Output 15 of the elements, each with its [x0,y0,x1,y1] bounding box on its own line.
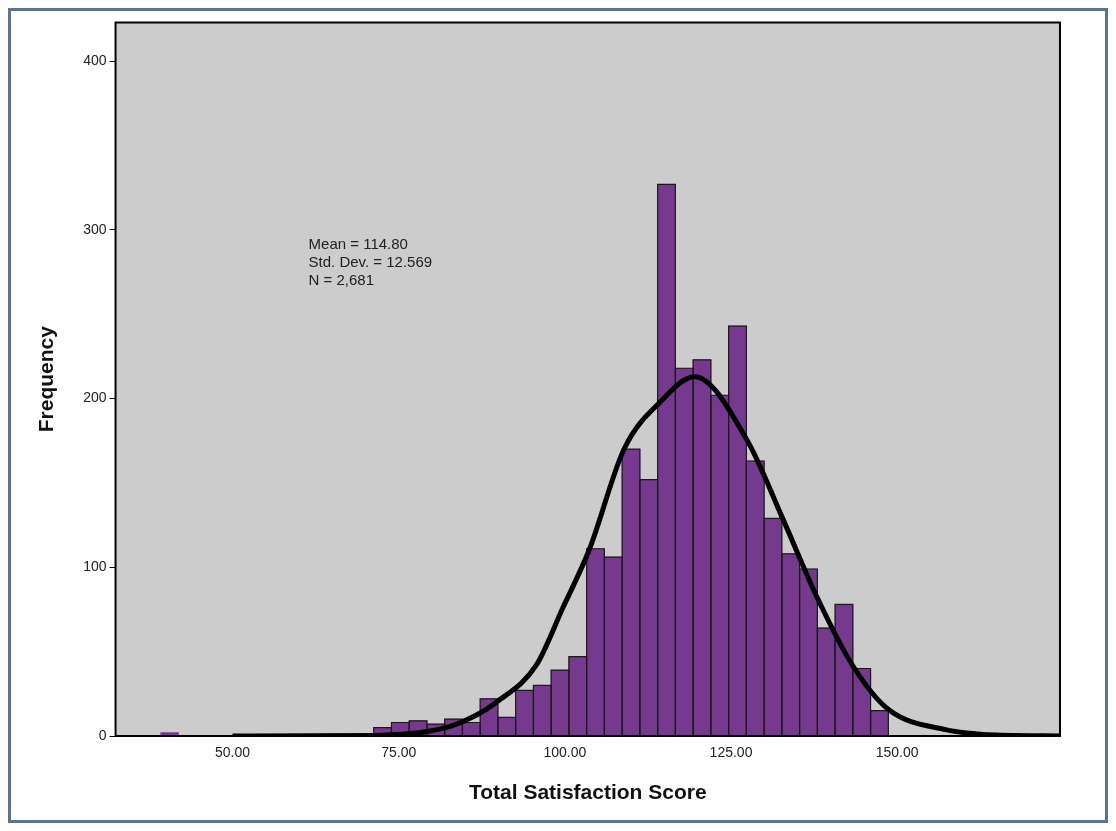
annotation: Std. Dev. = 12.569 [308,253,433,271]
y-tick-label: 0 [98,726,107,743]
annotation: Mean = 114.80 [308,235,408,253]
y-tick-label: 300 [83,220,107,237]
x-tick-label: 150.00 [875,744,919,761]
y-tick-label: 100 [83,558,107,575]
x-axis-title: Total Satisfaction Score [468,780,707,804]
y-tick-label: 200 [83,389,107,406]
annotation: N = 2,681 [308,271,375,289]
x-tick-label: 50.00 [215,744,251,761]
x-tick-label: 100.00 [543,744,587,761]
x-tick-label: 75.00 [381,744,417,761]
x-tick-label: 125.00 [709,744,753,761]
y-axis-title: Frequency [34,325,58,433]
y-tick-label: 400 [83,52,107,69]
